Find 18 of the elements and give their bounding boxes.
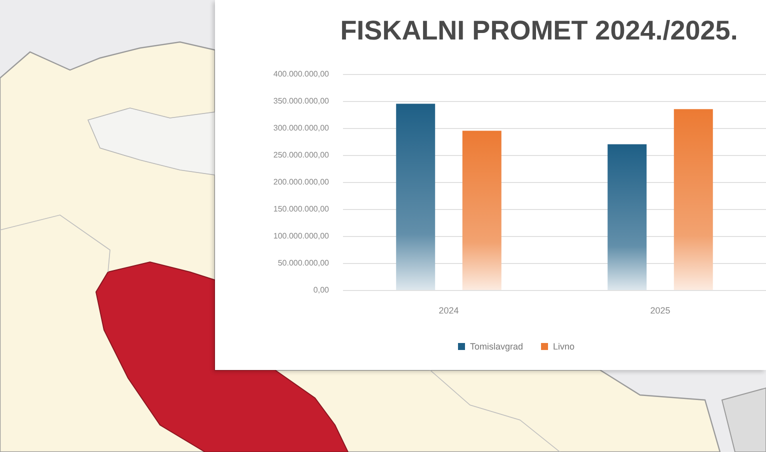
bar <box>462 130 502 290</box>
y-tick-label: 100.000.000,00 <box>273 232 330 240</box>
y-tick-label: 250.000.000,00 <box>273 150 330 160</box>
bar <box>396 104 436 290</box>
x-tick-label: 2025 <box>650 306 670 316</box>
chart-title: FISKALNI PROMET 2024./2025. <box>340 16 738 46</box>
y-tick-label: 350.000.000,00 <box>273 96 330 106</box>
y-tick-label: 50.000.000,00 <box>278 258 330 268</box>
y-tick-label: 150.000.000,00 <box>273 204 330 214</box>
bar <box>674 109 713 290</box>
y-tick-label: 0,00 <box>313 286 330 294</box>
legend-label: Tomislavgrad <box>470 342 524 352</box>
bar <box>608 144 647 290</box>
y-tick-label: 300.000.000,00 <box>273 124 330 132</box>
legend-label: Livno <box>553 342 575 352</box>
y-tick-label: 400.000.000,00 <box>273 70 330 78</box>
x-tick-label: 2024 <box>438 306 459 316</box>
y-tick-label: 200.000.000,00 <box>273 178 330 186</box>
